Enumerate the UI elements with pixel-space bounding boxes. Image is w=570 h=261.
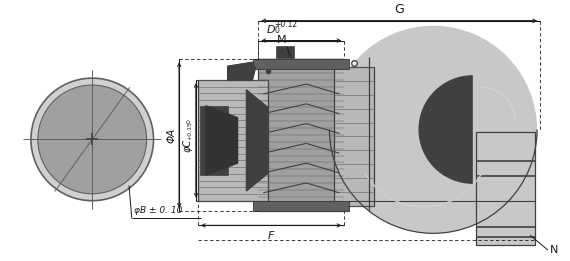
- Polygon shape: [206, 106, 238, 175]
- Polygon shape: [227, 62, 255, 80]
- Bar: [476, 132, 535, 245]
- Text: M: M: [277, 34, 287, 45]
- Text: 0: 0: [274, 26, 279, 35]
- Text: +0.15: +0.15: [187, 121, 192, 140]
- Bar: [276, 46, 294, 58]
- Polygon shape: [246, 90, 268, 191]
- Bar: [200, 106, 227, 175]
- Text: φB ± 0. 10: φB ± 0. 10: [134, 206, 182, 215]
- Circle shape: [31, 78, 153, 201]
- Bar: [258, 59, 344, 211]
- Text: ΦA: ΦA: [166, 127, 176, 143]
- Text: N: N: [550, 245, 558, 255]
- Text: +0.12: +0.12: [274, 20, 297, 29]
- Bar: [198, 80, 268, 201]
- Text: D: D: [266, 25, 275, 35]
- Bar: [254, 59, 349, 69]
- Bar: [254, 201, 349, 211]
- Text: φC: φC: [182, 139, 192, 152]
- Circle shape: [329, 26, 537, 233]
- Text: G: G: [394, 3, 404, 16]
- Text: 0: 0: [187, 119, 192, 123]
- Bar: [335, 67, 374, 206]
- Circle shape: [38, 85, 146, 194]
- Wedge shape: [418, 75, 473, 184]
- Bar: [369, 57, 468, 211]
- Text: F: F: [268, 231, 274, 241]
